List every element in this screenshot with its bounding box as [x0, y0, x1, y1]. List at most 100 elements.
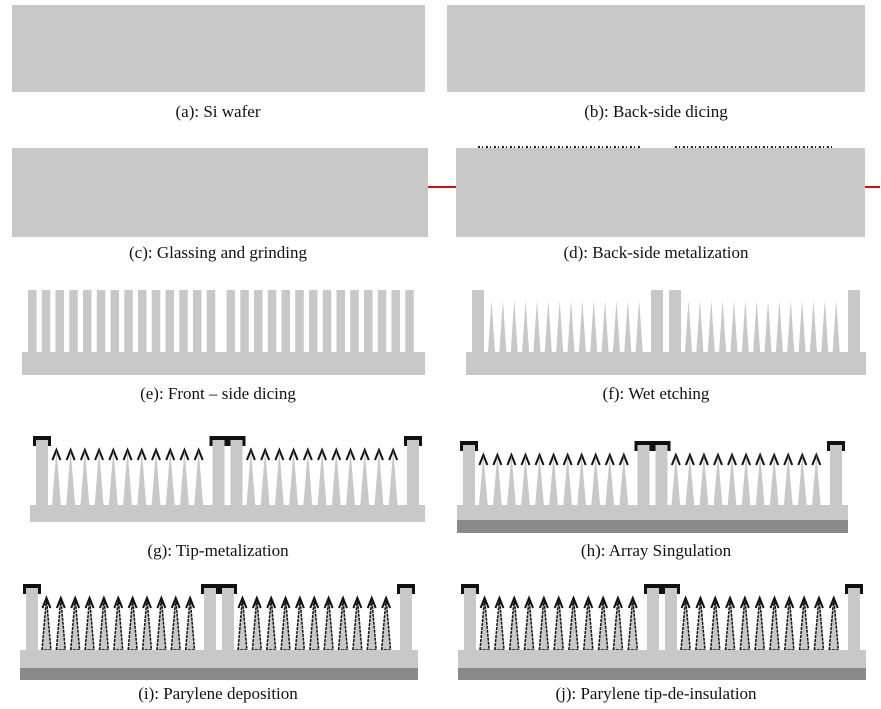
tooth	[730, 300, 737, 352]
tooth	[193, 290, 202, 352]
tooth	[392, 290, 401, 352]
caption: (i): Parylene deposition	[138, 684, 298, 703]
tooth	[364, 290, 373, 352]
side-post	[665, 588, 677, 650]
side-post	[464, 588, 476, 650]
tooth	[556, 300, 563, 352]
wafer	[12, 148, 428, 237]
tooth	[268, 290, 277, 352]
tooth	[42, 290, 51, 352]
tooth	[799, 300, 806, 352]
tooth	[511, 300, 518, 352]
tooth	[323, 290, 332, 352]
side-post	[647, 588, 659, 650]
caption: (f): Wet etching	[603, 384, 710, 403]
tooth	[624, 300, 631, 352]
side-post	[407, 440, 419, 505]
tooth	[124, 290, 133, 352]
tooth	[254, 290, 263, 352]
tooth	[28, 290, 37, 352]
tooth	[97, 290, 106, 352]
side-post	[472, 290, 484, 352]
tooth	[765, 300, 772, 352]
tooth	[138, 290, 147, 352]
side-post	[204, 588, 216, 650]
tooth	[152, 290, 161, 352]
side-post	[222, 588, 234, 650]
substrate	[20, 650, 418, 668]
tooth	[579, 300, 586, 352]
side-post	[26, 588, 38, 650]
tooth	[810, 300, 817, 352]
tooth	[636, 300, 643, 352]
tooth	[488, 300, 495, 352]
side-post	[231, 440, 243, 505]
tooth	[833, 300, 840, 352]
tooth	[708, 300, 715, 352]
tooth	[787, 300, 794, 352]
side-post	[848, 290, 860, 352]
caption: (h): Array Singulation	[581, 541, 732, 560]
carrier	[457, 520, 848, 533]
wafer	[447, 5, 865, 92]
tooth	[240, 290, 249, 352]
tooth	[179, 290, 188, 352]
substrate	[458, 650, 866, 668]
tooth	[207, 290, 216, 352]
tooth	[69, 290, 78, 352]
side-post	[669, 290, 681, 352]
caption: (g): Tip-metalization	[147, 541, 289, 560]
tooth	[350, 290, 359, 352]
side-post	[656, 445, 668, 505]
caption: (j): Parylene tip-de-insulation	[555, 684, 757, 703]
side-post	[830, 445, 842, 505]
substrate	[30, 505, 425, 522]
side-post	[36, 440, 48, 505]
caption: (a): Si wafer	[176, 102, 261, 121]
tooth	[337, 290, 346, 352]
side-post	[848, 588, 860, 650]
carrier	[458, 668, 866, 680]
tooth	[590, 300, 597, 352]
tooth	[776, 300, 783, 352]
tooth	[378, 290, 387, 352]
tooth	[821, 300, 828, 352]
tooth	[753, 300, 760, 352]
process-diagram: (a): Si wafer (b): Back-side dicing (c):…	[0, 0, 881, 709]
substrate	[22, 352, 425, 375]
substrate	[457, 505, 848, 520]
tooth	[405, 290, 414, 352]
tooth	[227, 290, 236, 352]
tooth	[742, 300, 749, 352]
carrier	[20, 668, 418, 680]
tooth	[602, 300, 609, 352]
tooth	[685, 300, 692, 352]
side-post	[400, 588, 412, 650]
substrate	[466, 352, 866, 375]
tooth	[719, 300, 726, 352]
caption: (c): Glassing and grinding	[129, 243, 307, 262]
tooth	[533, 300, 540, 352]
wafer	[456, 148, 865, 237]
side-post	[213, 440, 225, 505]
tooth	[568, 300, 575, 352]
tooth	[166, 290, 175, 352]
caption: (b): Back-side dicing	[584, 102, 728, 121]
tooth	[56, 290, 65, 352]
side-post	[638, 445, 650, 505]
side-post	[463, 445, 475, 505]
caption: (e): Front – side dicing	[140, 384, 296, 403]
tooth	[613, 300, 620, 352]
tooth	[111, 290, 120, 352]
tooth	[499, 300, 506, 352]
tooth	[696, 300, 703, 352]
tooth	[282, 290, 291, 352]
caption: (d): Back-side metalization	[563, 243, 749, 262]
wafer	[12, 5, 425, 92]
tooth	[295, 290, 304, 352]
side-post	[651, 290, 663, 352]
tooth	[545, 300, 552, 352]
tooth	[309, 290, 318, 352]
tooth	[83, 290, 92, 352]
tooth	[522, 300, 529, 352]
